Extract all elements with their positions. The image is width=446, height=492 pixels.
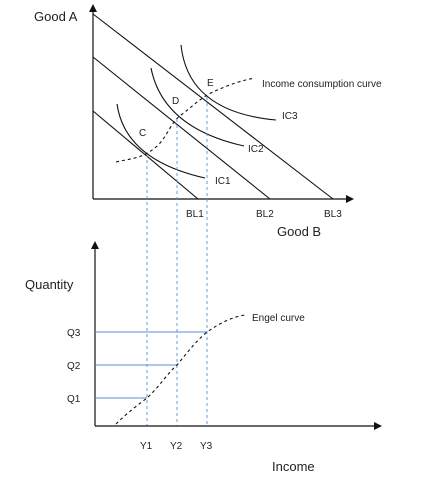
- income-projections: [146, 97, 208, 426]
- tick-q1: Q1: [67, 394, 81, 405]
- top-y-axis-label: Good A: [34, 9, 78, 24]
- indifference-curve-1: [116, 103, 206, 179]
- indifference-curve-3-label: IC3: [282, 111, 298, 122]
- budget-line-2: [92, 56, 271, 200]
- top-panel: Good A Good B BL1 BL2 BL3 IC1 IC2 IC3 C …: [34, 4, 382, 239]
- top-x-axis-label: Good B: [277, 224, 321, 239]
- tick-q2: Q2: [67, 361, 81, 372]
- bottom-y-axis-label: Quantity: [25, 277, 74, 292]
- income-consumption-curve-label: Income consumption curve: [262, 79, 382, 90]
- point-d-label: D: [172, 96, 179, 107]
- budget-line-3: [92, 13, 334, 200]
- income-consumption-curve: [115, 77, 256, 163]
- tick-q3: Q3: [67, 328, 81, 339]
- indifference-curve-3: [180, 44, 277, 121]
- indifference-curve-2: [150, 67, 245, 147]
- point-e-label: E: [207, 78, 214, 89]
- budget-line-3-label: BL3: [324, 209, 342, 220]
- indifference-curve-2-label: IC2: [248, 144, 264, 155]
- budget-line-2-label: BL2: [256, 209, 274, 220]
- engel-curve: [115, 314, 246, 425]
- engel-curve-label: Engel curve: [252, 313, 305, 324]
- budget-line-1: [92, 110, 199, 200]
- point-c-label: C: [139, 128, 146, 139]
- tick-y1: Y1: [140, 441, 153, 452]
- indifference-curve-1-label: IC1: [215, 176, 231, 187]
- budget-line-1-label: BL1: [186, 209, 204, 220]
- bottom-panel: Quantity Income Q1 Q2 Q3 Y1 Y2 Y3 Engel …: [25, 241, 382, 474]
- tick-y2: Y2: [170, 441, 183, 452]
- bottom-x-axis-label: Income: [272, 459, 315, 474]
- tick-y3: Y3: [200, 441, 213, 452]
